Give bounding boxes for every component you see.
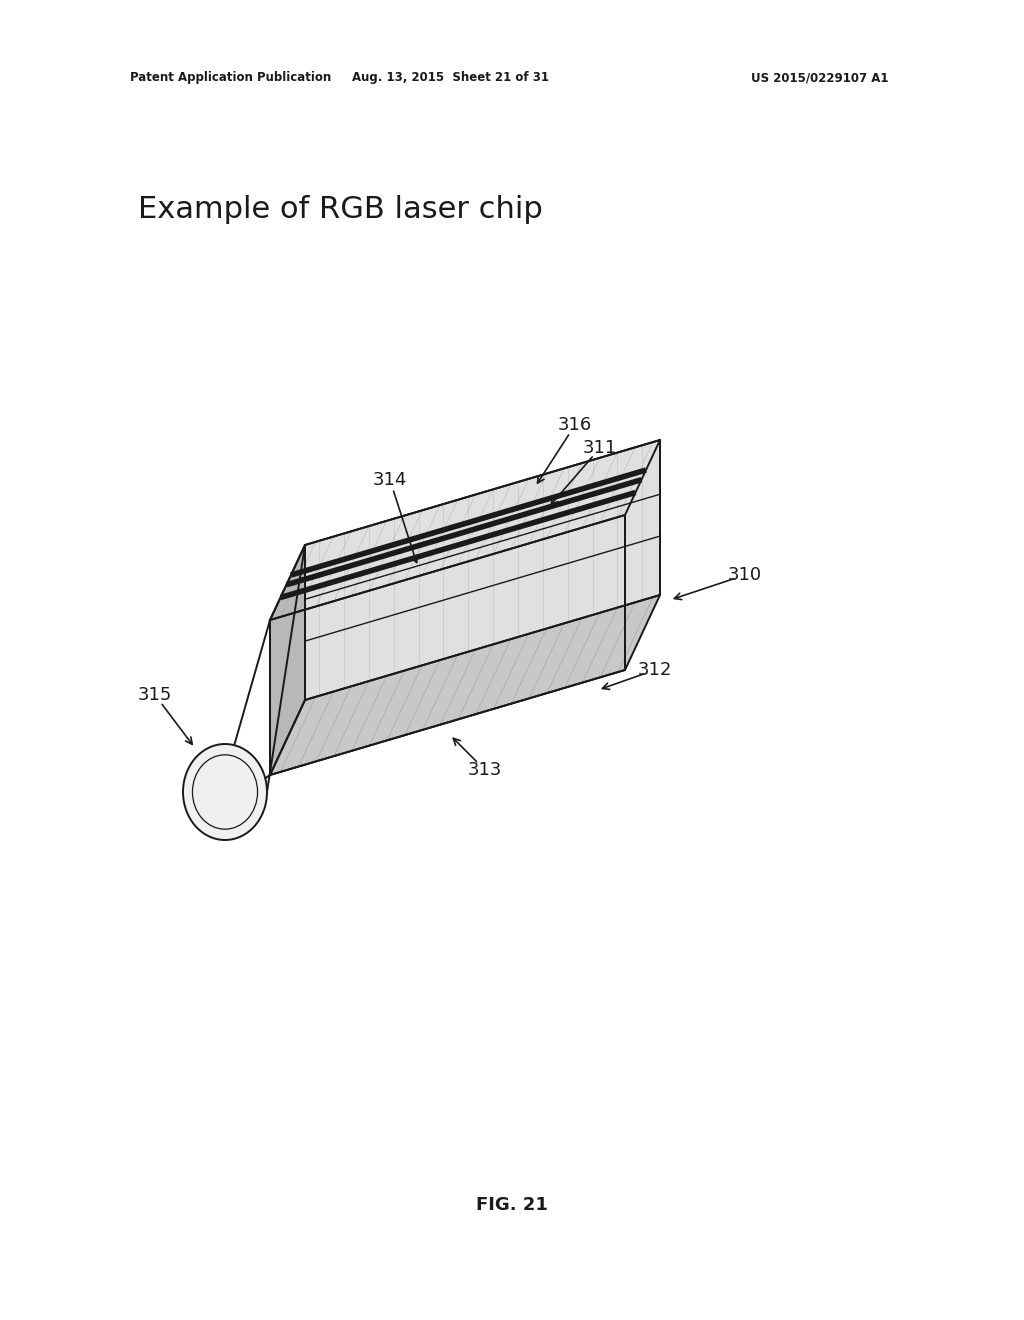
Text: 316: 316 — [558, 416, 592, 434]
Text: Patent Application Publication: Patent Application Publication — [130, 71, 331, 84]
Text: 315: 315 — [138, 686, 172, 704]
Polygon shape — [270, 545, 305, 775]
Text: 310: 310 — [728, 566, 762, 583]
Text: US 2015/0229107 A1: US 2015/0229107 A1 — [752, 71, 889, 84]
Text: FIG. 21: FIG. 21 — [476, 1196, 548, 1214]
Ellipse shape — [183, 744, 267, 840]
Polygon shape — [305, 440, 660, 700]
Text: 311: 311 — [583, 440, 617, 457]
Polygon shape — [270, 595, 660, 775]
Text: 313: 313 — [468, 762, 502, 779]
Text: 314: 314 — [373, 471, 408, 488]
Polygon shape — [270, 440, 660, 620]
Polygon shape — [270, 515, 625, 775]
Text: Example of RGB laser chip: Example of RGB laser chip — [137, 195, 543, 224]
Text: Aug. 13, 2015  Sheet 21 of 31: Aug. 13, 2015 Sheet 21 of 31 — [351, 71, 549, 84]
Text: 312: 312 — [638, 661, 672, 678]
